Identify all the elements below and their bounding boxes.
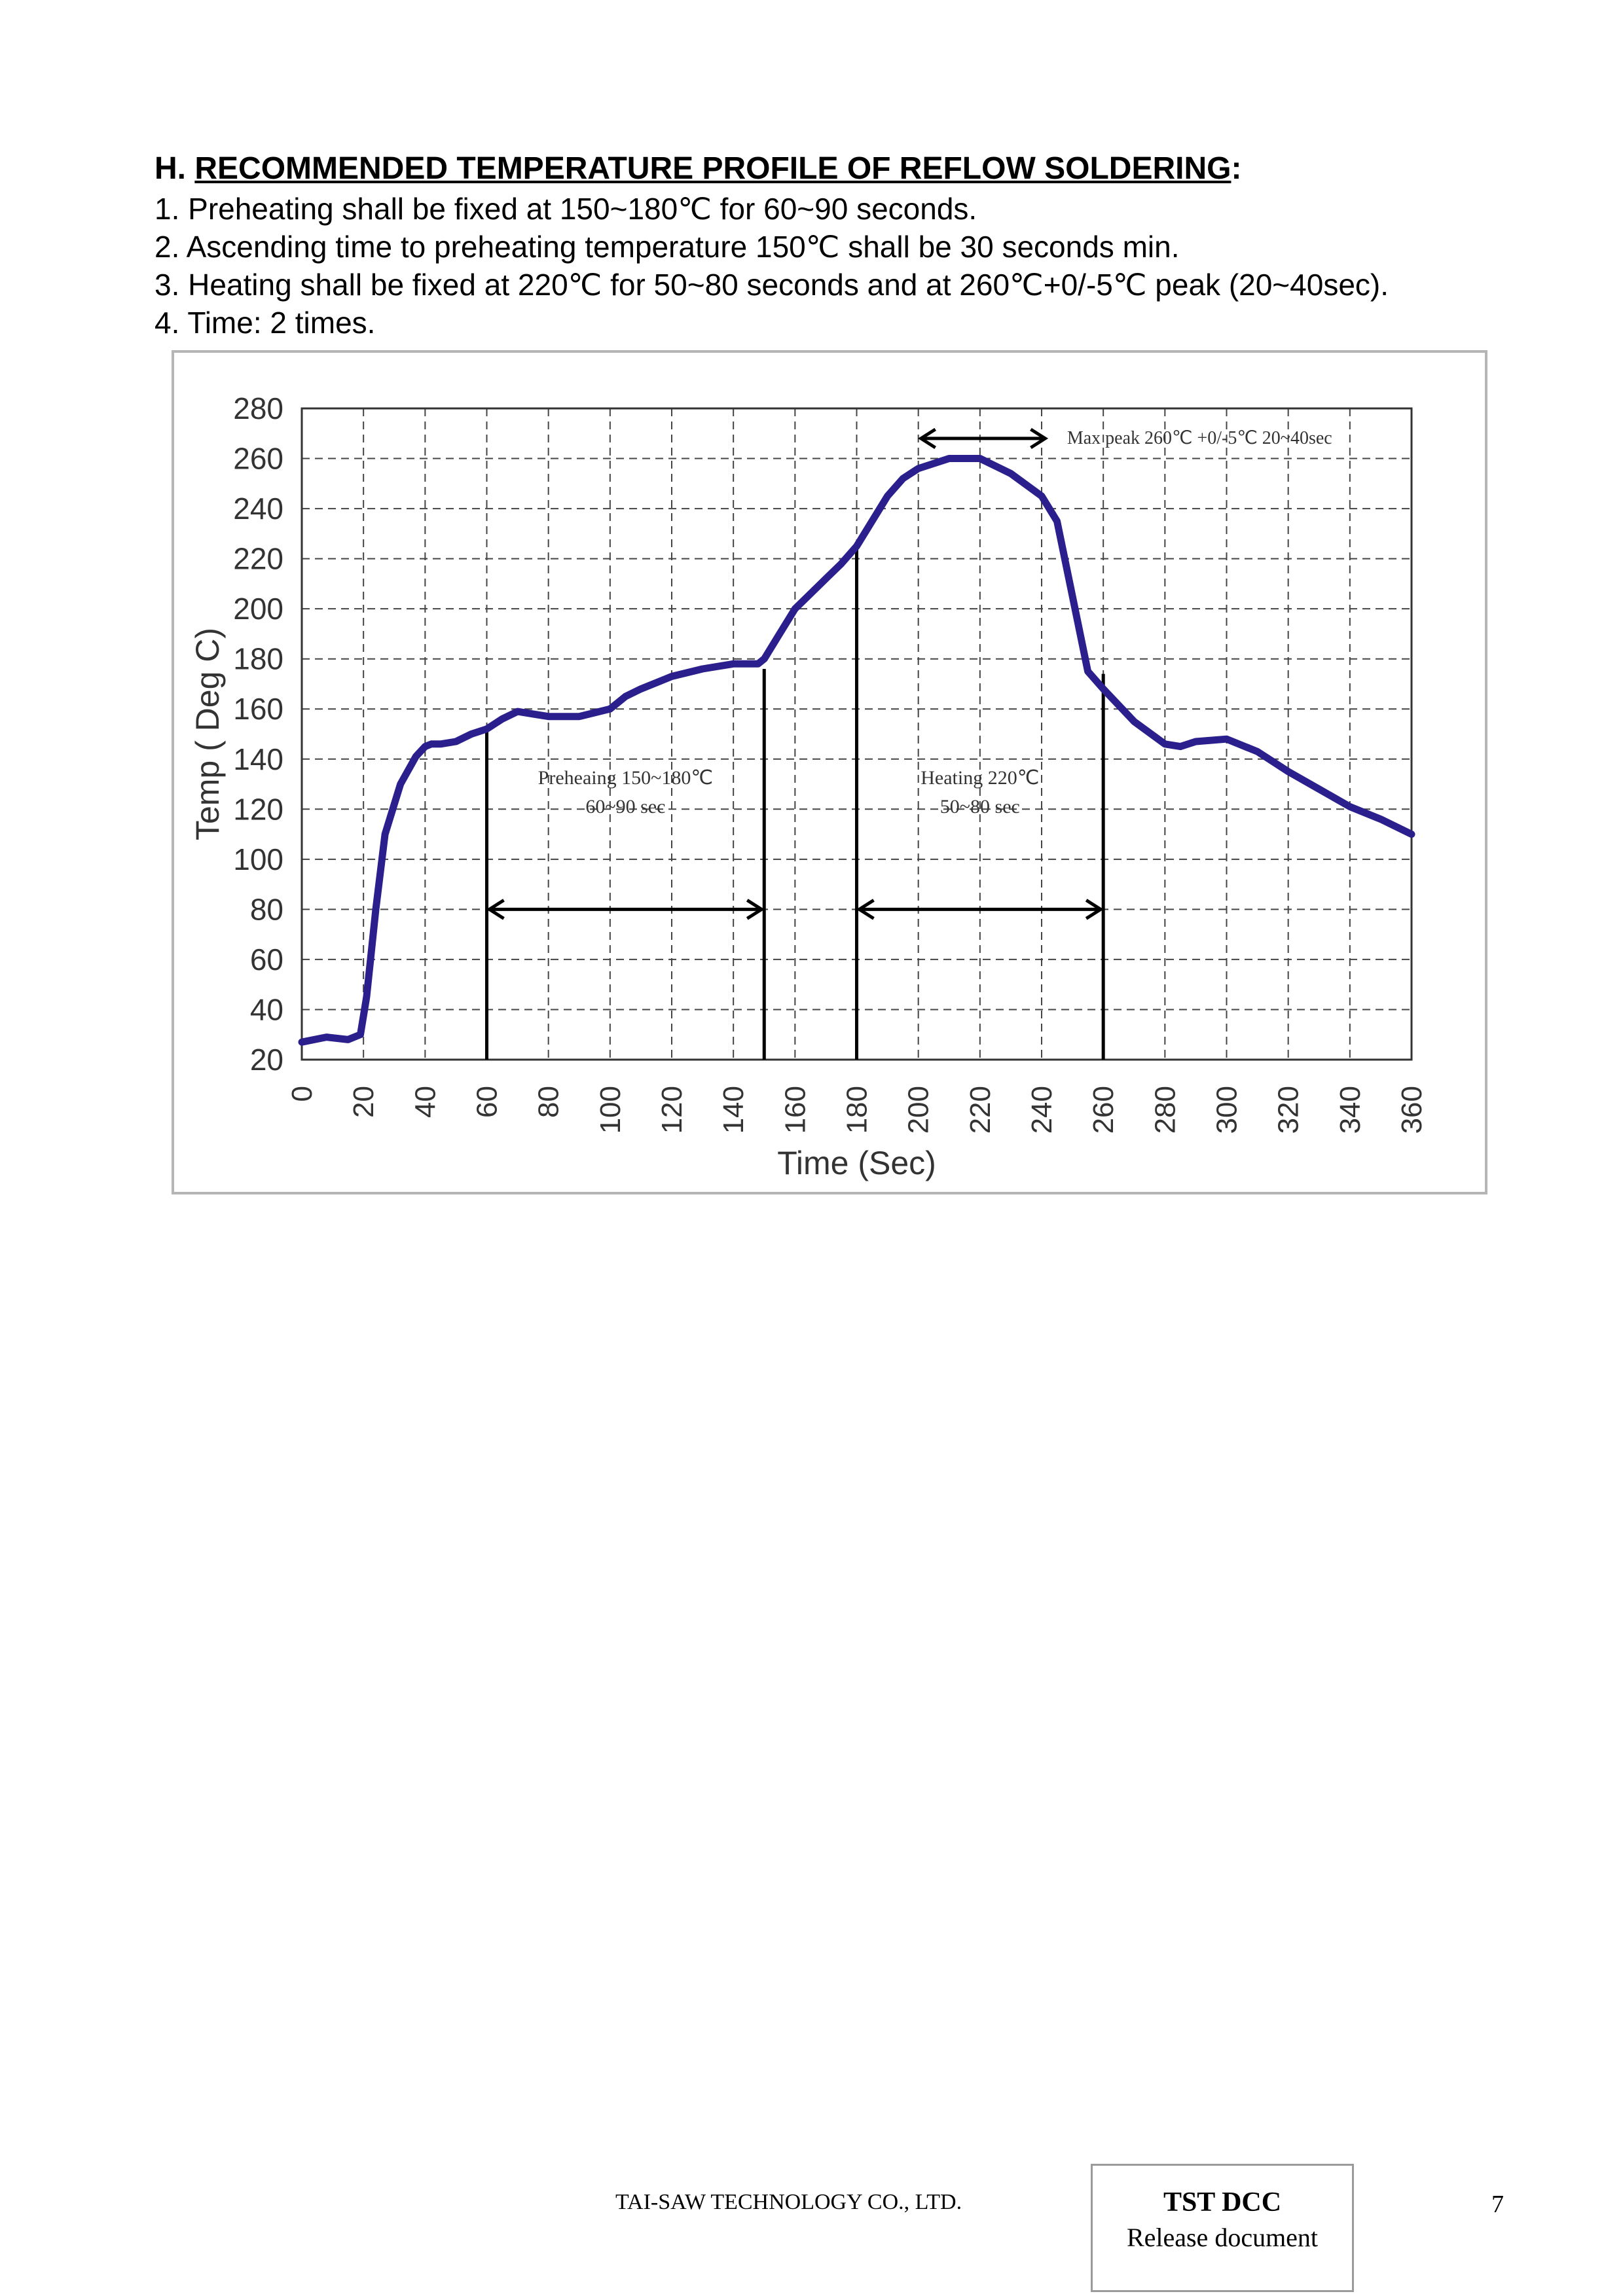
instruction-line-3: 3. Heating shall be fixed at 220℃ for 50… [155, 268, 1389, 302]
y-tick-label: 160 [233, 692, 283, 726]
dcc-subtitle: Release document [1126, 2223, 1319, 2252]
section-heading: H. RECOMMENDED TEMPERATURE PROFILE OF RE… [155, 151, 1241, 187]
dcc-release-box: TST DCC Release document [1091, 2164, 1354, 2292]
x-tick-label: 280 [1149, 1086, 1181, 1134]
temperature-profile-line [298, 455, 1415, 1046]
instruction-line-4: 4. Time: 2 times. [155, 306, 376, 340]
y-tick-label: 20 [250, 1043, 283, 1077]
y-tick-label: 120 [233, 792, 283, 826]
span-arrow-head-left [856, 899, 875, 920]
chart-annotation: Preheaing 150~180℃ [538, 767, 713, 789]
x-tick-label: 100 [594, 1086, 627, 1134]
x-tick-label: 0 [286, 1086, 318, 1102]
chart-annotation: Heating 220℃ [921, 767, 1039, 789]
span-arrow-head-right [746, 899, 765, 920]
dcc-title: TST DCC [1163, 2187, 1282, 2217]
x-tick-label: 180 [841, 1086, 873, 1134]
y-tick-label: 280 [233, 391, 283, 425]
x-tick-label: 240 [1026, 1086, 1058, 1134]
span-arrow-head-left [918, 427, 937, 450]
x-tick-label: 160 [779, 1086, 811, 1134]
x-tick-label: 320 [1273, 1086, 1305, 1134]
x-tick-label: 200 [903, 1086, 935, 1134]
x-axis-label: Time (Sec) [777, 1145, 936, 1181]
section-suffix: : [1231, 151, 1242, 186]
span-arrow-head-right [1030, 427, 1049, 450]
x-tick-label: 360 [1396, 1086, 1428, 1134]
y-tick-label: 240 [233, 492, 283, 526]
x-tick-label: 140 [718, 1086, 750, 1134]
x-tick-label: 340 [1334, 1086, 1366, 1134]
section-title: RECOMMENDED TEMPERATURE PROFILE OF REFLO… [194, 151, 1231, 186]
y-tick-label: 260 [233, 442, 283, 476]
x-tick-label: 260 [1087, 1086, 1120, 1134]
chart-annotation: 60~90 sec [585, 796, 665, 817]
reflow-chart-frame: 20 40 60 80 100 120 140 160 180 200 220 240 260 280 0 2… [172, 350, 1487, 1194]
x-tick-label: 80 [533, 1086, 565, 1118]
y-tick-label: 80 [250, 892, 283, 926]
y-tick-label: 220 [233, 542, 283, 576]
chart-annotation: 50~80 sec [940, 796, 1020, 817]
y-tick-label: 180 [233, 642, 283, 676]
x-tick-label: 300 [1211, 1086, 1243, 1134]
x-tick-label: 60 [471, 1086, 503, 1118]
y-tick-label: 60 [250, 942, 283, 977]
x-tick-label: 40 [409, 1086, 441, 1118]
y-tick-label: 200 [233, 592, 283, 626]
instruction-line-1: 1. Preheating shall be fixed at 150~180℃… [155, 192, 977, 226]
span-arrow-head-right [1085, 899, 1104, 920]
y-axis-label: Temp ( Deg C) [189, 628, 226, 840]
y-tick-label: 100 [233, 842, 283, 876]
footer-company-name: TAI-SAW TECHNOLOGY CO., LTD. [615, 2190, 962, 2214]
y-tick-label: 140 [233, 742, 283, 776]
span-arrow-head-left [486, 899, 505, 920]
chart-annotation: Max peak 260℃ +0/-5℃ 20~40sec [1067, 428, 1332, 448]
instruction-line-2: 2. Ascending time to preheating temperat… [155, 230, 1180, 264]
page-number: 7 [1491, 2191, 1504, 2218]
section-prefix: H. [155, 151, 195, 186]
y-tick-label: 40 [250, 992, 283, 1026]
x-tick-label: 20 [348, 1086, 380, 1118]
x-tick-label: 220 [964, 1086, 996, 1134]
x-tick-label: 120 [656, 1086, 688, 1134]
